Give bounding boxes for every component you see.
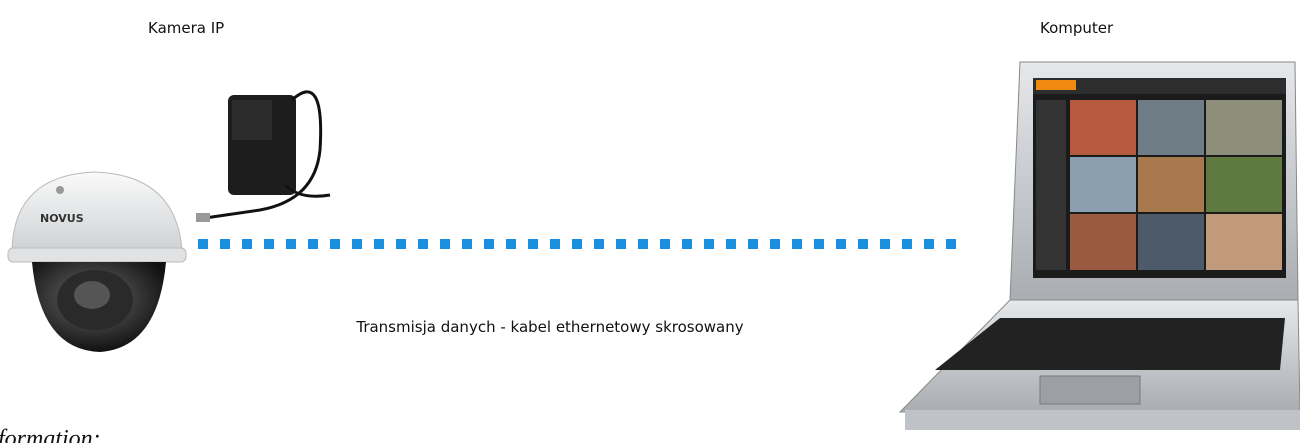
footer-text: formation: (0, 426, 101, 443)
camera-label: Kamera IP (148, 19, 224, 37)
svg-text:NOVUS: NOVUS (40, 212, 84, 225)
computer-label: Komputer (1040, 19, 1114, 37)
camera-icon: NOVUS (8, 172, 186, 352)
connection-label: Transmisja danych - kabel ethernetowy sk… (355, 318, 743, 336)
page: Kamera IP Komputer Transmisja danych - k… (0, 0, 1300, 443)
power-adapter-icon (196, 92, 330, 222)
diagram: Kamera IP Komputer Transmisja danych - k… (0, 0, 1300, 443)
laptop-icon (900, 62, 1300, 430)
